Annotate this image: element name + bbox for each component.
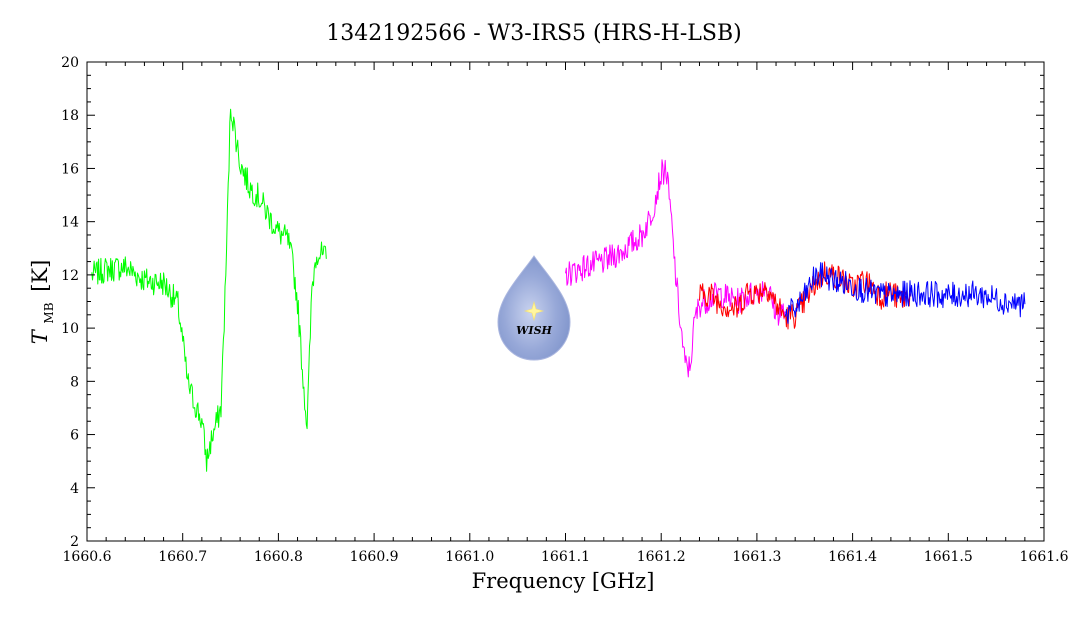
x-tick-label: 1660.9 xyxy=(350,549,399,565)
x-tick-label: 1660.7 xyxy=(158,549,207,565)
x-axis-label: Frequency [GHz] xyxy=(472,569,655,593)
x-tick-label: 1660.6 xyxy=(63,549,112,565)
spectrum-series-4 xyxy=(785,262,1026,324)
x-tick-label: 1661.4 xyxy=(828,549,877,565)
x-tick-label: 1661.6 xyxy=(1020,549,1068,565)
x-tick-label: 1661.5 xyxy=(924,549,973,565)
y-tick-label: 18 xyxy=(61,108,79,124)
spectrum-series-1 xyxy=(91,108,327,472)
wish-logo: WISH xyxy=(497,255,571,361)
y-tick-label: 20 xyxy=(61,55,79,71)
x-tick-label: 1661.3 xyxy=(732,549,781,565)
y-tick-label: 8 xyxy=(70,374,79,390)
spectrum-series-2 xyxy=(565,159,786,378)
series-layer xyxy=(91,108,1026,472)
x-tick-label: 1661.2 xyxy=(637,549,686,565)
y-tick-label: 6 xyxy=(70,428,79,444)
x-tick-label: 1661.0 xyxy=(445,549,494,565)
star-icon xyxy=(523,300,545,322)
logo-text: WISH xyxy=(516,324,552,337)
y-axis-label-sub: MB xyxy=(42,302,56,323)
y-axis-label-main: T xyxy=(28,328,52,344)
y-axis: 2 4 6 8 10 12 14 16 18 20 xyxy=(61,55,1044,550)
y-tick-label: 10 xyxy=(61,321,79,337)
chart-title: 1342192566 - W3-IRS5 (HRS-H-LSB) xyxy=(326,21,741,46)
y-tick-label: 14 xyxy=(61,215,79,231)
x-tick-label: 1660.8 xyxy=(254,549,303,565)
y-tick-label: 4 xyxy=(70,481,79,497)
y-axis-label: T MB [K] xyxy=(28,260,58,345)
x-tick-label: 1661.1 xyxy=(541,549,590,565)
y-tick-label: 2 xyxy=(70,534,79,550)
x-axis: 1660.6 1660.7 1660.8 1660.9 1661.0 1661.1 1661… xyxy=(63,62,1068,565)
y-tick-label: 16 xyxy=(61,161,79,177)
y-axis-label-unit: [K] xyxy=(28,260,52,292)
y-tick-label: 12 xyxy=(61,268,79,284)
